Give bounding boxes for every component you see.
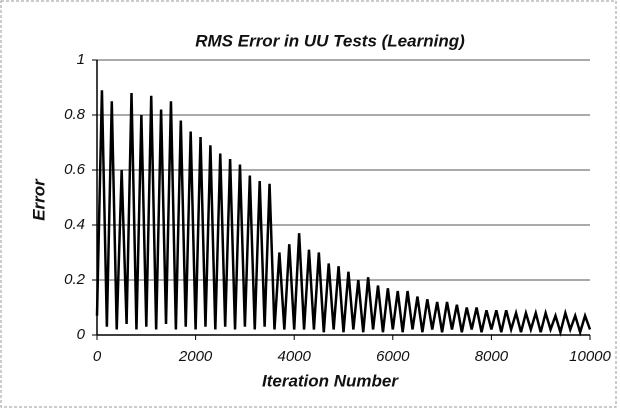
y-tick-label: 1 xyxy=(77,51,85,68)
x-tick-label: 4000 xyxy=(278,348,312,365)
y-axis-label: Error xyxy=(29,178,48,221)
y-tick-label: 0.6 xyxy=(64,161,86,178)
y-tick-label: 0.4 xyxy=(64,216,85,233)
y-tick-label: 0.8 xyxy=(64,106,86,123)
y-tick-label: 0.2 xyxy=(64,271,86,288)
x-tick-label: 2000 xyxy=(178,348,213,365)
x-tick-label: 0 xyxy=(93,348,102,365)
x-tick-label: 10000 xyxy=(569,348,611,365)
data-line xyxy=(95,90,592,337)
y-tick-label: 0 xyxy=(77,326,86,343)
x-tick-label: 8000 xyxy=(475,348,509,365)
chart-title: RMS Error in UU Tests (Learning) xyxy=(195,31,465,50)
x-axis-label: Iteration Number xyxy=(262,371,399,390)
x-tick-label: 6000 xyxy=(376,348,410,365)
